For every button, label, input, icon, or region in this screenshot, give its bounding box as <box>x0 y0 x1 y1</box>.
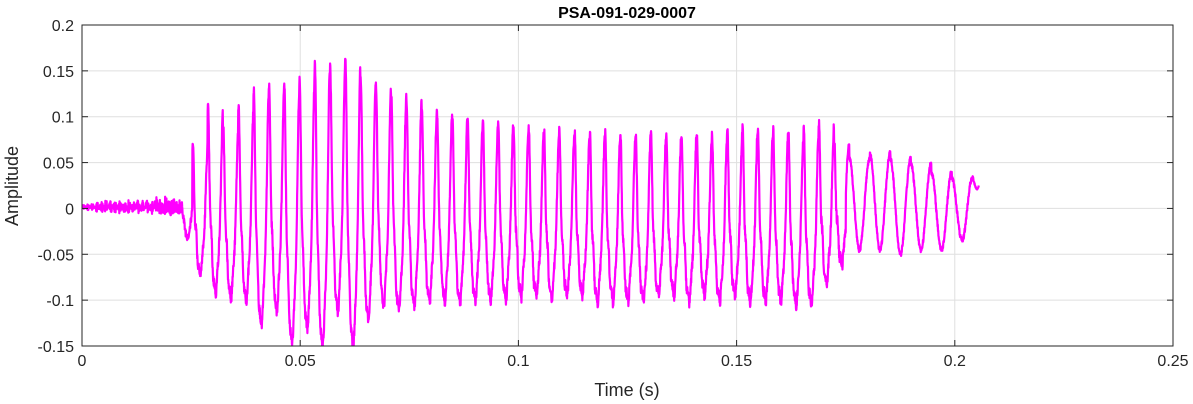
tick-marks <box>81 24 1174 347</box>
y-tick-label: -0.05 <box>38 247 75 264</box>
y-tick-label: 0.2 <box>52 18 74 35</box>
x-tick-label: 0.2 <box>944 353 966 370</box>
grid-lines <box>82 25 1173 346</box>
x-tick-label: 0 <box>78 353 87 370</box>
series-layer <box>82 57 980 346</box>
y-tick-label: 0.1 <box>52 110 74 127</box>
y-tick-label: 0 <box>65 201 74 218</box>
tick-labels: 0 0.05 0.1 0.15 0.2 0.25 -0.15 -0.1 -0.05 0 0.05 0.… <box>38 18 1189 370</box>
x-tick-label: 0.1 <box>507 353 529 370</box>
chart-title: PSA-091-029-0007 <box>558 5 696 22</box>
axes-box <box>81 24 1174 347</box>
x-tick-label: 0.15 <box>721 353 752 370</box>
y-tick-label: -0.15 <box>38 339 75 356</box>
y-tick-label: 0.15 <box>43 64 74 81</box>
series-line <box>82 57 980 346</box>
y-tick-label: 0.05 <box>43 156 74 173</box>
x-tick-label: 0.05 <box>285 353 316 370</box>
x-tick-label: 0.25 <box>1157 353 1188 370</box>
y-tick-label: -0.1 <box>46 293 74 310</box>
y-axis-label: Amplitude <box>2 146 22 226</box>
x-axis-label: Time (s) <box>594 380 659 400</box>
